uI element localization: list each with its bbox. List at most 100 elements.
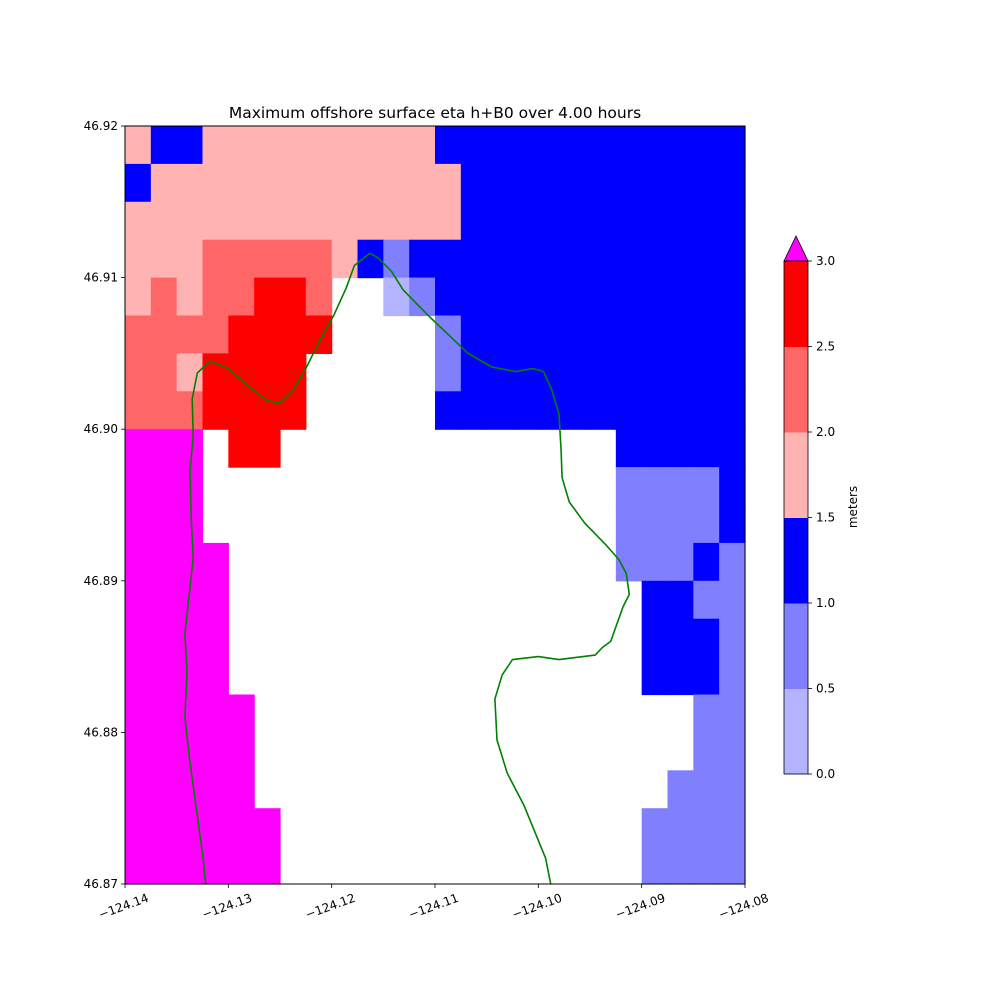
heatmap-cell [254, 808, 281, 847]
heatmap-cell [280, 391, 307, 430]
heatmap-cell [331, 126, 359, 165]
y-tick-label: 46.89 [84, 574, 118, 588]
heatmap-cell [641, 846, 669, 885]
heatmap-cell [693, 353, 720, 392]
heatmap-cell [667, 277, 694, 317]
heatmap-cell [538, 391, 565, 430]
heatmap-cell [228, 770, 255, 809]
heatmap-cell [383, 277, 410, 317]
heatmap-cell [486, 163, 514, 203]
heatmap-cell [460, 391, 488, 430]
y-tick-label: 46.88 [84, 725, 118, 739]
heatmap-cell [641, 467, 669, 506]
heatmap-cell [719, 429, 746, 468]
heatmap-cell [150, 732, 178, 771]
heatmap-cell [564, 391, 591, 430]
heatmap-cell [176, 126, 204, 165]
heatmap-cell [641, 391, 669, 430]
heatmap-cell [150, 808, 178, 847]
heatmap-cell [202, 656, 229, 696]
heatmap-cell [150, 429, 178, 468]
heatmap-cell [228, 732, 255, 771]
heatmap-cell [280, 201, 307, 241]
heatmap-cell [719, 694, 746, 733]
heatmap-cell [202, 542, 229, 582]
heatmap-cell [512, 353, 539, 392]
heatmap-cell [383, 201, 410, 241]
heatmap-cell [150, 656, 178, 696]
heatmap-cell [383, 126, 410, 165]
heatmap-cell [176, 770, 204, 809]
heatmap-cell [590, 163, 617, 203]
heatmap-cell [254, 846, 281, 885]
heatmap-cell [512, 201, 539, 241]
heatmap-cell [641, 580, 669, 620]
heatmap-cell [693, 391, 720, 430]
heatmap-cell [667, 618, 694, 658]
colorbar-tick-label: 3.0 [816, 254, 835, 268]
heatmap-cell [538, 163, 565, 203]
plot-area [124, 125, 746, 885]
heatmap-cell [125, 163, 152, 203]
heatmap-cell [409, 163, 436, 203]
heatmap-cell [615, 505, 643, 544]
colorbar-tick-label: 0.0 [816, 767, 835, 781]
heatmap-cell [641, 353, 669, 392]
heatmap-cell [125, 505, 152, 544]
heatmap-cell [641, 656, 669, 696]
heatmap-cell [460, 201, 488, 241]
y-tick-label: 46.91 [84, 271, 118, 285]
heatmap-cell [254, 353, 281, 392]
heatmap-cell [435, 201, 462, 241]
heatmap-cell [228, 694, 255, 733]
heatmap-cell [512, 315, 539, 354]
heatmap-cell [486, 239, 514, 279]
heatmap-cell [641, 315, 669, 354]
heatmap-cell [564, 126, 591, 165]
heatmap-cell [719, 656, 746, 696]
heatmap-cell [615, 239, 643, 279]
colorbar: 0.0 0.5 1.0 1.5 2.0 2.5 3.0 meters [783, 235, 860, 781]
heatmap-cell [228, 315, 255, 354]
heatmap-cell [125, 239, 152, 279]
heatmap-cell [512, 126, 539, 165]
heatmap-cell [667, 353, 694, 392]
heatmap-cell [176, 542, 204, 582]
heatmap-cell [538, 126, 565, 165]
heatmap-cell [693, 732, 720, 771]
colorbar-tick-label: 1.0 [816, 596, 835, 610]
heatmap-cell [125, 277, 152, 317]
colorbar-tick-label: 0.5 [816, 682, 835, 696]
heatmap-cell [693, 618, 720, 658]
heatmap-cell [538, 201, 565, 241]
heatmap-cell [305, 315, 333, 354]
heatmap-cell [202, 315, 229, 354]
heatmap-cell [615, 201, 643, 241]
heatmap-cell [280, 163, 307, 203]
heatmap-cell [150, 467, 178, 506]
heatmap-cell [693, 126, 720, 165]
heatmap-cell [512, 239, 539, 279]
heatmap-cell [564, 201, 591, 241]
heatmap-cell [615, 391, 643, 430]
coastline [184, 252, 631, 885]
heatmap-cell [486, 315, 514, 354]
heatmap-cell [615, 429, 643, 468]
heatmap-cell [228, 277, 255, 317]
heatmap-cell [693, 163, 720, 203]
heatmap-cell [228, 391, 255, 430]
heatmap-cell [150, 239, 178, 279]
heatmap-cell [331, 163, 359, 203]
heatmap-cell [125, 846, 152, 885]
heatmap-cell [150, 277, 178, 317]
heatmap-cell [125, 201, 152, 241]
heatmap-cell [125, 656, 152, 696]
heatmap-cell [564, 353, 591, 392]
heatmap-cell [125, 467, 152, 506]
heatmap-cell [641, 277, 669, 317]
heatmap-cell [538, 315, 565, 354]
heatmap-cell [719, 315, 746, 354]
heatmap-cell [667, 505, 694, 544]
heatmap-cell [435, 163, 462, 203]
heatmap-cell [538, 277, 565, 317]
